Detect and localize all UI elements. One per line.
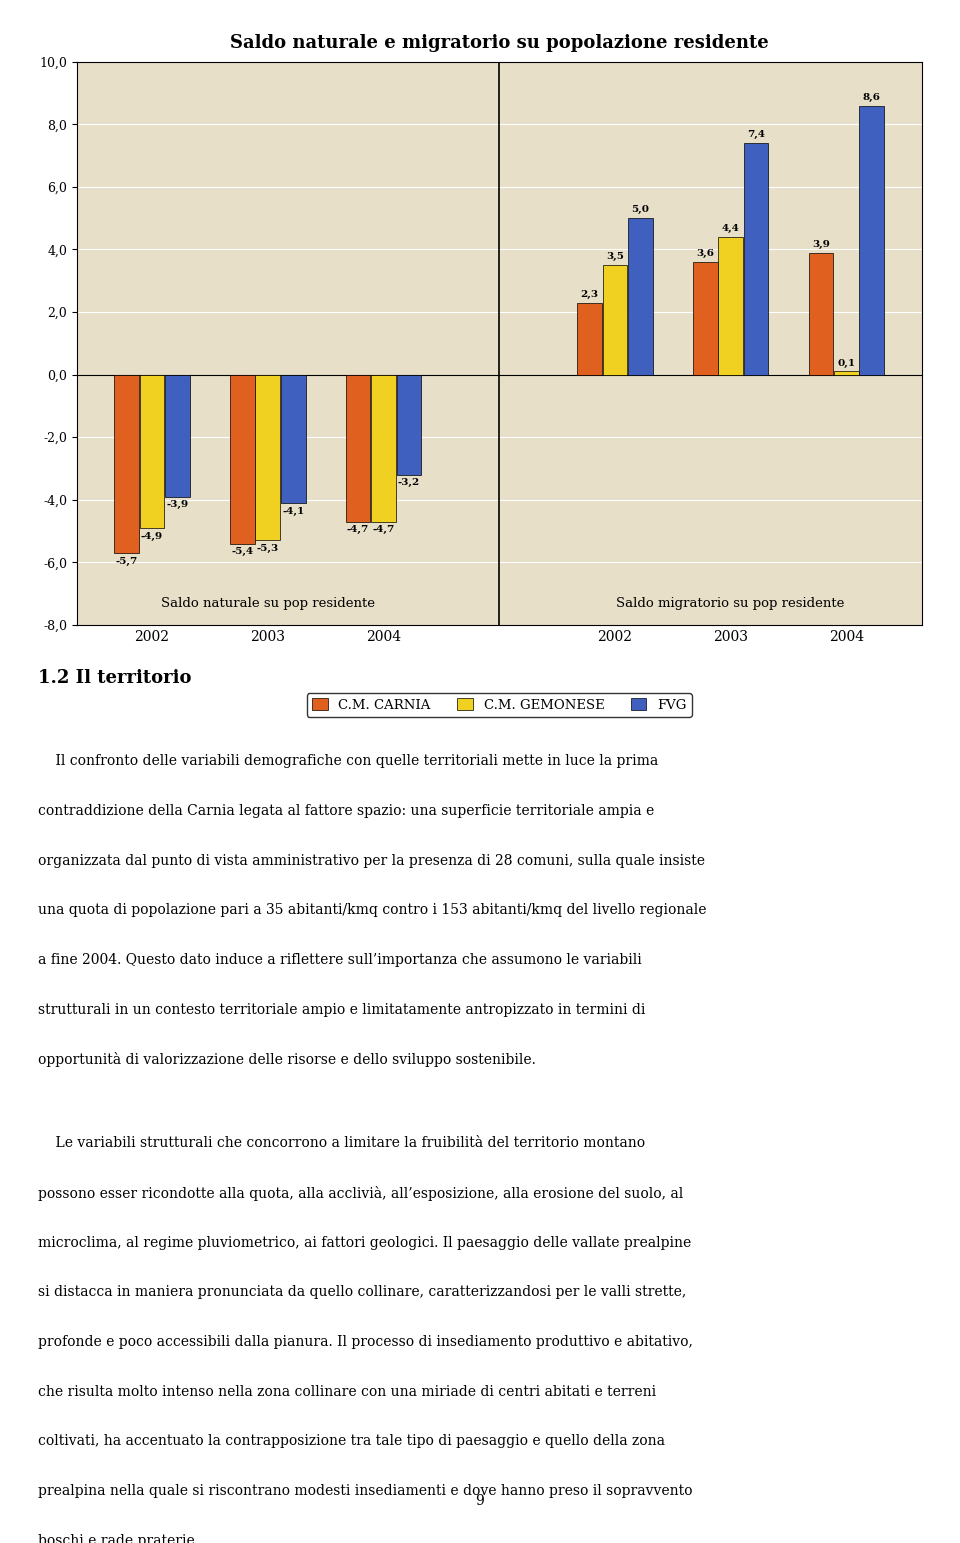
Text: a fine 2004. Questo dato induce a riflettere sull’importanza che assumono le var: a fine 2004. Questo dato induce a riflet… xyxy=(38,954,642,967)
Text: 3,5: 3,5 xyxy=(606,253,624,261)
Text: 9: 9 xyxy=(475,1494,485,1508)
Bar xyxy=(396,375,421,475)
Text: 0,1: 0,1 xyxy=(837,358,855,367)
Text: organizzata dal punto di vista amministrativo per la presenza di 28 comuni, sull: organizzata dal punto di vista amministr… xyxy=(38,853,706,867)
Text: Saldo naturale su pop residente: Saldo naturale su pop residente xyxy=(160,597,374,609)
Text: -3,9: -3,9 xyxy=(166,500,188,509)
Text: possono esser ricondotte alla quota, alla acclivià, all’esposizione, alla erosio: possono esser ricondotte alla quota, all… xyxy=(38,1187,684,1200)
Text: 3,9: 3,9 xyxy=(812,239,829,248)
Legend: C.M. CARNIA, C.M. GEMONESE, FVG: C.M. CARNIA, C.M. GEMONESE, FVG xyxy=(306,693,692,717)
Text: una quota di popolazione pari a 35 abitanti/kmq contro i 153 abitanti/kmq del li: una quota di popolazione pari a 35 abita… xyxy=(38,903,707,917)
Bar xyxy=(114,375,139,552)
Text: -4,7: -4,7 xyxy=(372,526,395,534)
Text: che risulta molto intenso nella zona collinare con una miriade di centri abitati: che risulta molto intenso nella zona col… xyxy=(38,1384,657,1398)
Text: 7,4: 7,4 xyxy=(747,130,765,139)
Text: boschi e rade praterie.: boschi e rade praterie. xyxy=(38,1534,200,1543)
Bar xyxy=(255,375,280,540)
Bar xyxy=(628,218,653,375)
Bar xyxy=(808,253,833,375)
Bar xyxy=(372,375,396,522)
Text: 5,0: 5,0 xyxy=(632,205,649,214)
Bar xyxy=(346,375,371,522)
Bar xyxy=(834,372,859,375)
Text: -4,7: -4,7 xyxy=(347,526,370,534)
Bar xyxy=(577,302,602,375)
Text: 2,3: 2,3 xyxy=(581,290,598,299)
Bar xyxy=(744,143,768,375)
Text: strutturali in un contesto territoriale ampio e limitatamente antropizzato in te: strutturali in un contesto territoriale … xyxy=(38,1003,646,1017)
Text: 4,4: 4,4 xyxy=(722,224,739,233)
Text: prealpina nella quale si riscontrano modesti insediamenti e dove hanno preso il : prealpina nella quale si riscontrano mod… xyxy=(38,1484,693,1498)
Text: -5,7: -5,7 xyxy=(115,557,137,566)
Text: 1.2 Il territorio: 1.2 Il territorio xyxy=(38,668,192,687)
Text: profonde e poco accessibili dalla pianura. Il processo di insediamento produttiv: profonde e poco accessibili dalla pianur… xyxy=(38,1335,693,1349)
Text: opportunità di valorizzazione delle risorse e dello sviluppo sostenibile.: opportunità di valorizzazione delle riso… xyxy=(38,1052,537,1068)
Text: -4,1: -4,1 xyxy=(282,506,304,515)
Text: -4,9: -4,9 xyxy=(141,532,163,540)
Bar xyxy=(859,105,884,375)
Text: Saldo migratorio su pop residente: Saldo migratorio su pop residente xyxy=(616,597,845,609)
Text: 3,6: 3,6 xyxy=(696,250,714,258)
Bar xyxy=(693,262,717,375)
Text: -3,2: -3,2 xyxy=(397,478,420,488)
Bar xyxy=(139,375,164,528)
Title: Saldo naturale e migratorio su popolazione residente: Saldo naturale e migratorio su popolazio… xyxy=(229,34,769,52)
Bar xyxy=(281,375,305,503)
Text: -5,3: -5,3 xyxy=(256,545,278,554)
Text: contraddizione della Carnia legata al fattore spazio: una superficie territorial: contraddizione della Carnia legata al fa… xyxy=(38,804,655,818)
Text: -5,4: -5,4 xyxy=(231,548,253,557)
Text: 8,6: 8,6 xyxy=(863,93,881,102)
Text: si distacca in maniera pronunciata da quello collinare, caratterizzandosi per le: si distacca in maniera pronunciata da qu… xyxy=(38,1285,686,1299)
Bar xyxy=(165,375,190,497)
Text: Le variabili strutturali che concorrono a limitare la fruibilità del territorio : Le variabili strutturali che concorrono … xyxy=(38,1136,645,1150)
Text: microclima, al regime pluviometrico, ai fattori geologici. Il paesaggio delle va: microclima, al regime pluviometrico, ai … xyxy=(38,1236,691,1250)
Text: coltivati, ha accentuato la contrapposizione tra tale tipo di paesaggio e quello: coltivati, ha accentuato la contrapposiz… xyxy=(38,1433,665,1449)
Bar xyxy=(718,238,743,375)
Bar xyxy=(603,265,627,375)
Bar xyxy=(230,375,254,543)
Text: Il confronto delle variabili demografiche con quelle territoriali mette in luce : Il confronto delle variabili demografich… xyxy=(38,755,659,768)
